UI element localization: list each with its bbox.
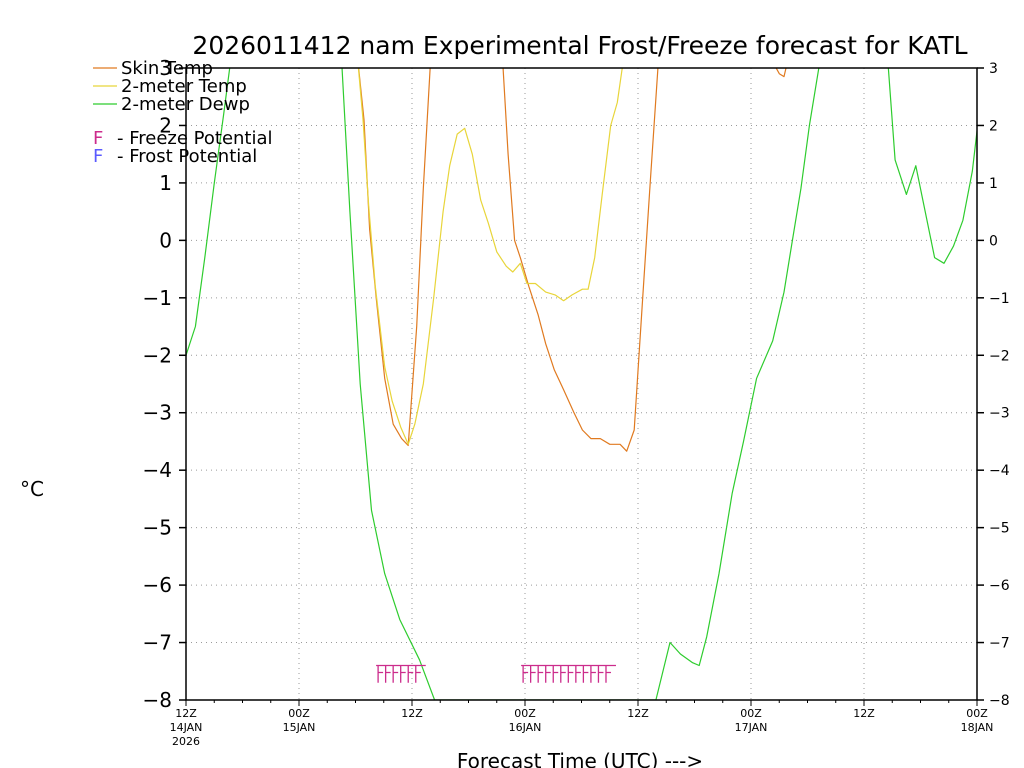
freeze-markers	[376, 664, 616, 683]
freeze-marker	[597, 665, 604, 683]
freeze-marker	[560, 665, 566, 683]
data-series	[186, 68, 977, 700]
series-line-2-meter-dewp	[186, 68, 977, 700]
y-tick-label-right: 2	[989, 118, 998, 134]
x-tick-date: 18JAN	[961, 721, 994, 734]
freeze-marker	[384, 665, 391, 683]
freeze-marker	[575, 665, 581, 683]
y-tick-label: 0	[159, 228, 172, 252]
freeze-marker	[392, 665, 399, 683]
legend-marker-letter: F	[93, 128, 103, 149]
x-tick-date: 17JAN	[735, 721, 768, 734]
y-axis-label: °C	[20, 477, 44, 501]
y-tick-label: 1	[159, 171, 172, 195]
x-tick-label: 12Z	[853, 707, 875, 720]
y-tick-label-right: −6	[989, 578, 1010, 594]
x-tick-label: 00Z	[966, 707, 988, 720]
freeze-marker	[567, 665, 574, 683]
grid	[186, 68, 977, 700]
freeze-marker	[582, 665, 589, 683]
y-tick-label: −4	[143, 458, 172, 482]
freeze-marker	[545, 665, 551, 683]
y-tick-label: 3	[159, 56, 172, 80]
plot-frame	[185, 67, 978, 701]
freeze-marker	[415, 665, 421, 683]
legend-label: 2-meter Dewp	[121, 94, 250, 115]
y-tick-label: −5	[143, 516, 172, 540]
y-axis: 3 3 2 2 1 1 0 0 −1 −1 −2 −2 −3 −3 −4 −4 −5 −5 −6 −6 −7 −7 −8 −8	[143, 56, 1010, 712]
freeze-marker	[552, 665, 559, 683]
freeze-marker	[407, 665, 414, 683]
x-tick-label: 00Z	[740, 707, 762, 720]
legend-label: Skin Temp	[121, 58, 213, 79]
y-tick-label-right: −3	[989, 406, 1010, 422]
x-tick-year: 2026	[172, 735, 200, 748]
y-tick-label-right: −4	[989, 463, 1010, 479]
freeze-marker	[590, 665, 596, 683]
y-tick-label: −2	[143, 343, 172, 367]
y-tick-label: −8	[143, 688, 172, 712]
x-axis-label: Forecast Time (UTC) --->	[457, 749, 703, 768]
series-line-skin-temp	[357, 68, 659, 452]
x-tick-date: 15JAN	[283, 721, 316, 734]
legend-marker-letter: F	[93, 146, 103, 167]
y-tick-label: −6	[143, 573, 172, 597]
series-line-2-meter-temp	[357, 68, 623, 445]
x-tick-date: 14JAN	[170, 721, 203, 734]
freeze-marker	[400, 665, 406, 683]
y-tick-label: −7	[143, 631, 172, 655]
y-tick-label-right: −5	[989, 521, 1010, 537]
y-tick-label: 2	[159, 113, 172, 137]
freeze-marker	[537, 665, 544, 683]
chart-title: 2026011412 nam Experimental Frost/Freeze…	[192, 31, 967, 60]
freeze-marker	[530, 665, 536, 683]
x-tick-date: 16JAN	[509, 721, 542, 734]
y-tick-label-right: 0	[989, 233, 998, 249]
legend-marker-label: - Freeze Potential	[117, 128, 273, 149]
y-tick-label-right: −7	[989, 636, 1010, 652]
y-tick-label: −1	[143, 286, 172, 310]
legend-marker-label: - Frost Potential	[117, 146, 257, 167]
freeze-marker	[605, 665, 611, 683]
series-line-skin-temp-segment	[775, 68, 787, 78]
y-tick-label-right: 3	[989, 61, 998, 77]
y-tick-label: −3	[143, 401, 172, 425]
x-tick-label: 12Z	[627, 707, 649, 720]
y-tick-label-right: −1	[989, 291, 1010, 307]
y-tick-label-right: −2	[989, 348, 1010, 364]
x-tick-label: 00Z	[288, 707, 310, 720]
x-tick-label: 12Z	[175, 707, 197, 720]
x-tick-label: 00Z	[514, 707, 536, 720]
y-tick-label-right: 1	[989, 176, 998, 192]
freeze-marker	[377, 665, 384, 683]
x-tick-label: 12Z	[401, 707, 423, 720]
y-tick-label-right: −8	[989, 693, 1010, 709]
legend-label: 2-meter Temp	[121, 76, 247, 97]
freeze-marker	[522, 665, 529, 683]
